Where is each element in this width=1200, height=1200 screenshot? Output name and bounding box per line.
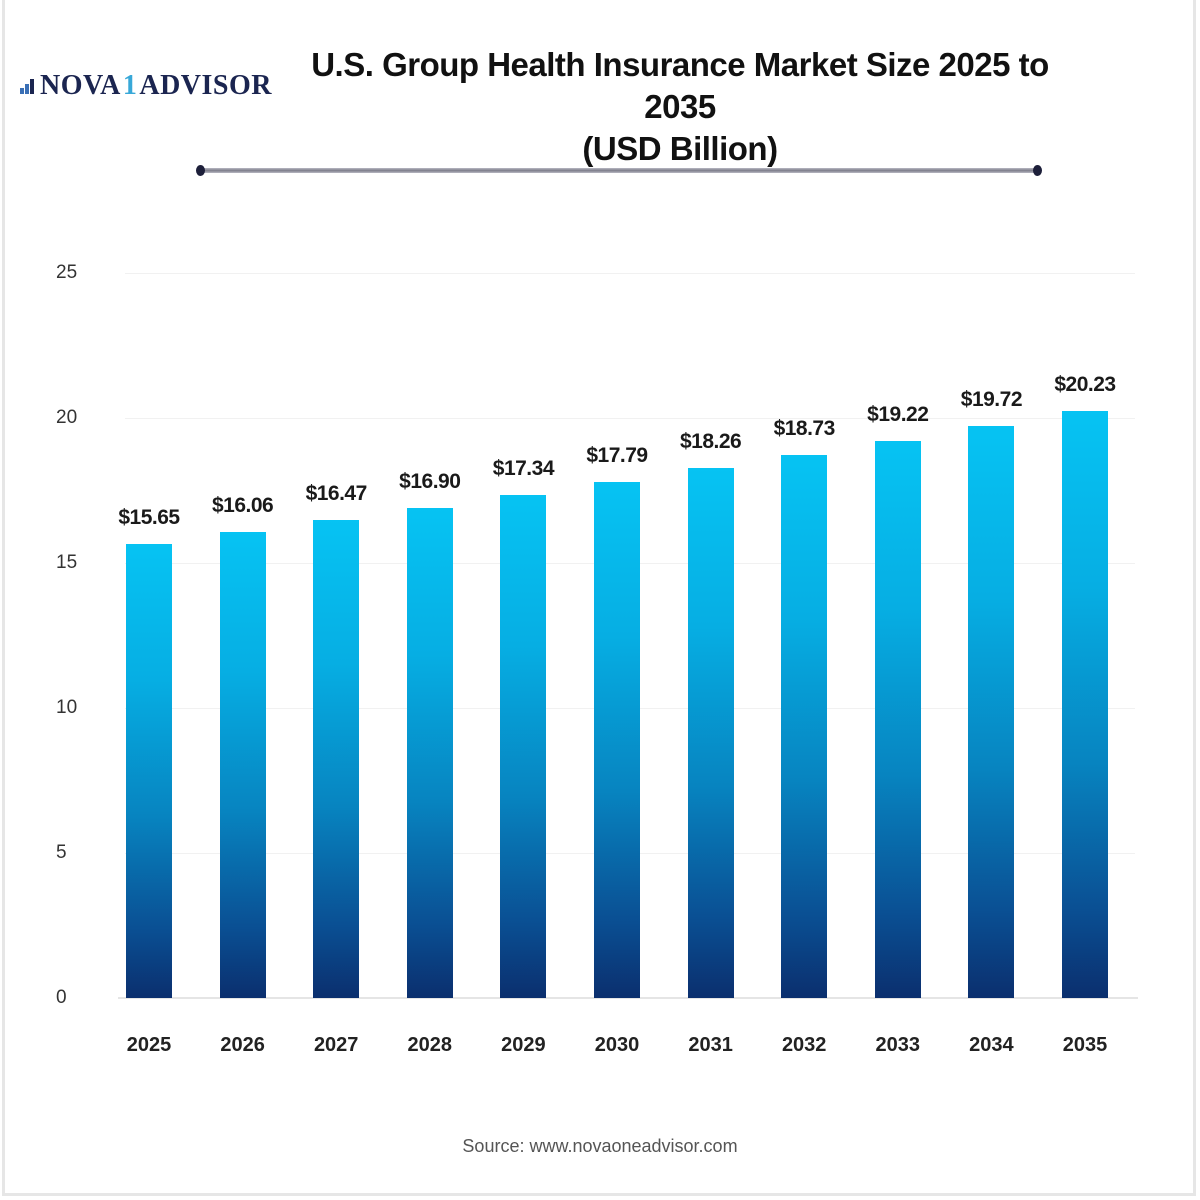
chart-title-line-1: U.S. Group Health Insurance Market Size …: [311, 46, 1049, 125]
bar-2033: [874, 440, 921, 998]
source-note: Source: www.novaoneadvisor.com: [462, 1136, 738, 1156]
title-divider: [196, 165, 1042, 176]
y-axis-tick-label: 10: [56, 697, 78, 718]
x-axis-year-label: 2028: [407, 1034, 453, 1056]
bar-value-label: $17.79: [586, 444, 648, 468]
chart-title: U.S. Group Health Insurance Market Size …: [300, 44, 1060, 170]
bar-2031: [687, 468, 734, 998]
x-axis-baseline: [118, 997, 1138, 999]
x-axis-year-label: 2034: [969, 1034, 1014, 1056]
x-axis-year-label: 2025: [126, 1034, 172, 1056]
x-axis-year-label: 2033: [875, 1034, 921, 1056]
logo-separator: 1: [122, 70, 138, 101]
bar-2030: [594, 482, 640, 998]
bar-value-label: $19.22: [867, 402, 929, 426]
divider-right-dot-icon: [1033, 165, 1042, 176]
y-axis-tick-label: 5: [56, 842, 67, 863]
logo-text-left: NOVA: [40, 70, 121, 101]
divider-left-dot-icon: [196, 165, 205, 176]
logo-text-right: ADVISOR: [139, 70, 272, 101]
bar-2035: [1062, 411, 1108, 998]
bar-value-label: $19.72: [960, 388, 1023, 412]
y-axis-tick-label: 0: [56, 987, 67, 1008]
y-axis-tick-label: 25: [56, 262, 78, 283]
bar-2032: [781, 454, 828, 998]
bar-value-label: $20.23: [1054, 373, 1116, 397]
gridline: [125, 273, 1135, 274]
bar-2025: [126, 544, 172, 998]
bar-2028: [406, 507, 453, 998]
bar-2026: [219, 532, 266, 998]
bar-chart-logo-icon: [20, 78, 36, 94]
x-axis-year-label: 2035: [1062, 1034, 1108, 1056]
bar-value-label: $16.47: [305, 482, 368, 506]
bar-value-label: $15.65: [118, 506, 180, 530]
x-axis-year-label: 2029: [501, 1034, 546, 1056]
brand-logo: NOVA 1 ADVISOR: [20, 70, 272, 102]
y-axis-tick-label: 20: [56, 407, 78, 428]
chart-title-line-2: (USD Billion): [582, 130, 778, 167]
bar-value-label: $18.73: [773, 416, 836, 440]
x-axis-year-label: 2027: [313, 1034, 359, 1056]
bar-2027: [313, 520, 360, 998]
bar-value-label: $16.06: [211, 494, 274, 518]
bar-2029: [500, 495, 547, 998]
x-axis-year-label: 2026: [220, 1034, 265, 1056]
x-axis-year-label: 2031: [688, 1034, 733, 1056]
x-axis-year-label: 2032: [781, 1034, 827, 1056]
bar-value-label: $17.34: [492, 457, 555, 481]
x-axis-year-label: 2030: [594, 1034, 640, 1056]
bar-value-label: $18.26: [679, 430, 742, 454]
gridline: [125, 418, 1135, 419]
bar-2034: [968, 426, 1015, 998]
y-axis-tick-label: 15: [56, 552, 78, 573]
bar-value-label: $16.90: [399, 469, 461, 493]
